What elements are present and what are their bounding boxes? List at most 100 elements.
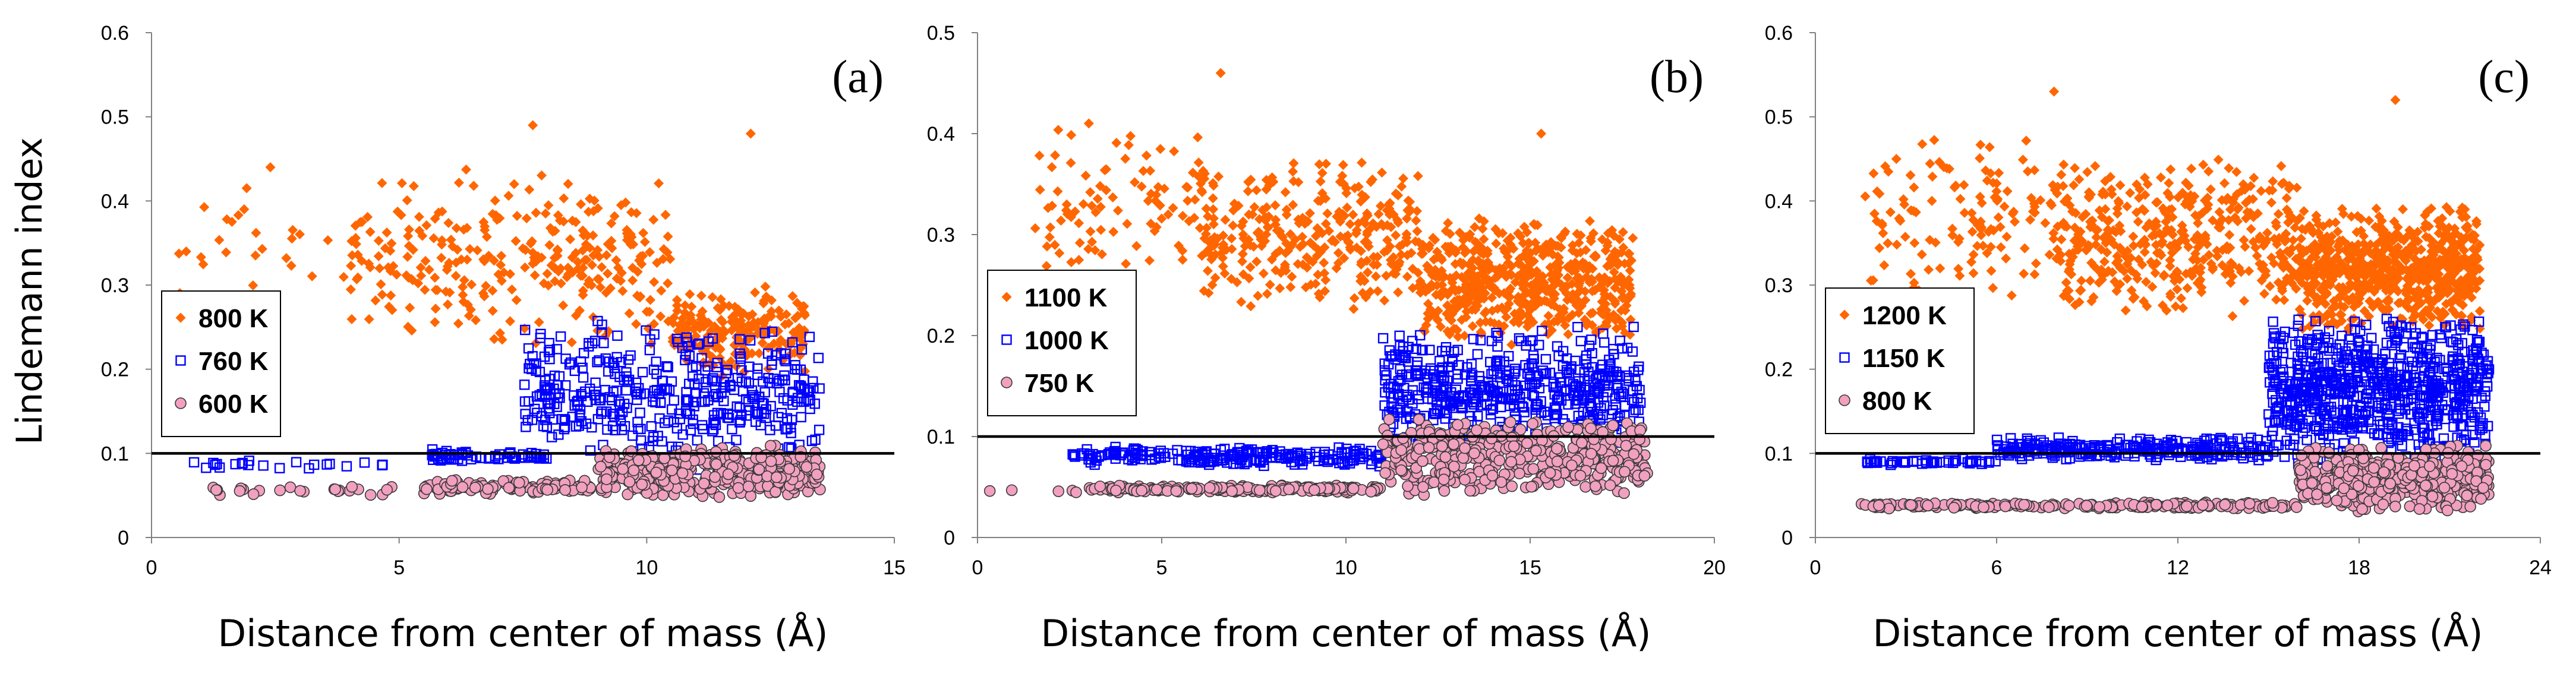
data-point	[1439, 451, 1452, 463]
data-point	[2178, 303, 2189, 314]
data-point	[496, 251, 507, 261]
data-point	[1317, 167, 1328, 178]
data-point	[531, 358, 541, 369]
data-point	[592, 203, 603, 214]
data-point	[432, 285, 443, 296]
data-point	[1041, 261, 1052, 271]
data-point	[1437, 473, 1450, 486]
data-point	[655, 311, 666, 322]
data-point	[1053, 125, 1064, 135]
data-point	[2022, 166, 2033, 177]
data-point	[671, 423, 683, 434]
data-point	[547, 414, 558, 425]
data-point	[1491, 238, 1502, 249]
data-point	[537, 389, 547, 400]
data-point	[2330, 217, 2341, 228]
data-point	[761, 292, 772, 302]
data-point	[1201, 203, 1212, 214]
data-point	[1398, 173, 1408, 184]
data-point	[2165, 164, 2176, 175]
data-point	[442, 299, 453, 310]
data-point	[503, 482, 515, 494]
data-point	[1417, 455, 1429, 467]
data-point	[462, 254, 472, 265]
data-point	[732, 482, 745, 494]
data-point	[196, 252, 206, 263]
data-point	[511, 295, 522, 305]
data-point	[478, 217, 489, 227]
data-point	[1929, 135, 1940, 146]
data-point	[1150, 483, 1163, 496]
data-point	[697, 306, 708, 317]
data-point	[692, 339, 704, 350]
data-point	[808, 376, 818, 387]
data-point	[1575, 336, 1587, 347]
data-point	[519, 262, 530, 273]
data-point	[1574, 470, 1587, 482]
data-point	[713, 491, 726, 503]
data-point	[1202, 265, 1213, 276]
data-point	[736, 376, 748, 387]
data-point	[387, 305, 398, 315]
data-point	[814, 425, 825, 435]
data-point	[1953, 264, 1964, 274]
data-point	[2017, 154, 2028, 165]
data-point	[2058, 159, 2069, 170]
x-tick-label: 20	[1703, 556, 1726, 579]
data-point	[386, 290, 396, 301]
data-point	[634, 255, 645, 265]
data-point	[519, 380, 530, 390]
y-tick-label: 0.1	[1765, 442, 1793, 465]
data-point	[1869, 208, 1880, 219]
data-point	[671, 295, 682, 305]
data-point	[604, 356, 614, 367]
data-point	[490, 195, 500, 206]
data-point	[1443, 218, 1453, 229]
data-point	[472, 245, 483, 256]
data-point	[717, 333, 728, 344]
data-point	[792, 298, 802, 308]
data-point	[1348, 210, 1358, 220]
data-point	[648, 391, 658, 402]
data-point	[2128, 231, 2139, 242]
data-point	[757, 338, 768, 349]
data-point	[214, 235, 225, 245]
data-point	[570, 217, 581, 227]
data-point	[1472, 349, 1483, 360]
data-point	[587, 338, 598, 349]
data-point	[603, 366, 614, 377]
data-point	[607, 395, 617, 406]
data-point	[1927, 171, 1938, 182]
data-point	[800, 310, 811, 321]
data-point	[578, 263, 588, 273]
data-point	[574, 410, 585, 421]
data-point	[1975, 140, 1986, 150]
data-point	[1065, 157, 1076, 168]
data-point	[1213, 171, 1224, 182]
data-point	[505, 316, 515, 327]
data-point	[1050, 150, 1061, 161]
data-point	[383, 262, 393, 273]
data-point	[578, 372, 589, 383]
data-point	[690, 397, 702, 407]
data-point	[1590, 480, 1601, 492]
data-point	[632, 389, 643, 400]
data-point	[1141, 150, 1152, 161]
data-point	[753, 348, 764, 359]
data-point	[721, 368, 732, 379]
data-point	[597, 327, 607, 338]
data-point	[710, 458, 723, 470]
data-point	[513, 476, 525, 489]
data-point	[1185, 482, 1198, 495]
data-point	[1246, 301, 1256, 312]
data-point	[601, 287, 611, 298]
data-point	[676, 467, 689, 479]
data-point	[1396, 181, 1407, 192]
data-point	[468, 181, 479, 191]
data-point	[645, 295, 655, 305]
data-point	[1879, 260, 1890, 271]
data-point	[2398, 204, 2408, 214]
data-point	[603, 268, 613, 279]
data-point	[1393, 287, 1404, 298]
